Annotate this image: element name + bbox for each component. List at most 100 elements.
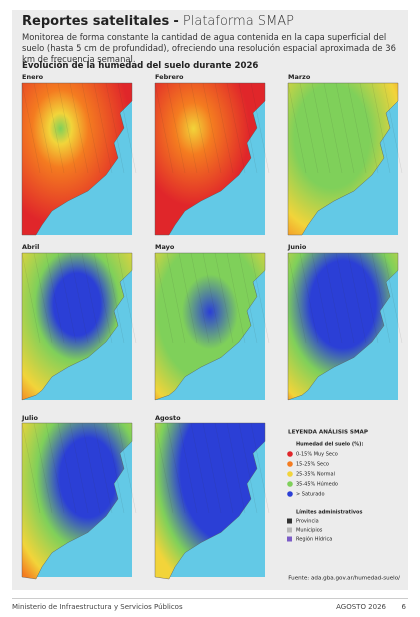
municipal-border	[178, 82, 198, 174]
municipal-border	[154, 422, 174, 514]
municipal-border	[69, 422, 89, 514]
municipal-border	[117, 82, 137, 174]
land	[21, 252, 133, 401]
municipal-border	[154, 82, 174, 174]
map-label: Agosto	[155, 414, 181, 422]
legend-label: 25-35% Normal	[296, 472, 335, 478]
map-label: Marzo	[288, 73, 311, 81]
legend-label: Región Hídrica	[296, 536, 332, 543]
municipal-border	[287, 82, 307, 174]
legend-swatch	[287, 518, 292, 524]
municipal-border	[178, 252, 198, 344]
municipal-border	[371, 82, 391, 174]
footer: Ministerio de Infraestructura y Servicio…	[12, 598, 408, 611]
municipal-border	[45, 82, 65, 174]
municipal-border	[238, 252, 258, 344]
legend-subtitle: Límites administrativos	[296, 509, 362, 516]
map-label: Mayo	[155, 243, 175, 251]
municipal-border	[287, 252, 307, 344]
municipal-border	[178, 422, 198, 514]
municipal-border	[226, 422, 246, 514]
legend-swatch	[287, 536, 292, 542]
municipal-border	[45, 252, 65, 344]
land	[21, 422, 133, 580]
municipal-border	[69, 252, 89, 344]
legend-swatch	[287, 451, 293, 457]
footer-page: 6	[401, 603, 406, 611]
source: Fuente: ada.gba.gov.ar/humedad-suelo/	[288, 576, 400, 582]
municipal-border	[383, 252, 403, 344]
municipal-border	[226, 252, 246, 344]
municipal-border	[214, 82, 234, 174]
municipal-border	[81, 422, 101, 514]
municipal-border	[214, 422, 234, 514]
legend-swatch	[287, 471, 293, 477]
municipal-border	[69, 82, 89, 174]
municipal-border	[299, 82, 319, 174]
municipal-border	[371, 252, 391, 344]
municipal-border	[299, 252, 319, 344]
municipal-border	[214, 252, 234, 344]
map-label: Junio	[287, 243, 307, 251]
land	[21, 82, 133, 236]
municipal-border	[202, 422, 222, 514]
municipal-border	[250, 82, 270, 174]
municipal-border	[33, 252, 53, 344]
municipal-border	[250, 422, 270, 514]
title: Reportes satelitales - Plataforma SMAP	[22, 14, 294, 29]
municipal-border	[93, 252, 113, 344]
municipal-border	[45, 422, 65, 514]
municipal-border	[359, 252, 379, 344]
municipal-border	[190, 82, 210, 174]
municipal-border	[347, 252, 367, 344]
legend-label: Provincia	[296, 519, 319, 525]
legend-label: 35-45% Húmedo	[296, 481, 338, 488]
municipal-border	[21, 82, 41, 174]
municipal-border	[21, 422, 41, 514]
legend-label: Municipios	[296, 528, 323, 534]
legend-label: > Saturado	[296, 492, 325, 498]
municipal-border	[359, 82, 379, 174]
municipal-border	[238, 422, 258, 514]
municipal-border	[117, 422, 137, 514]
map-label: Abril	[22, 243, 39, 251]
municipal-border	[250, 252, 270, 344]
municipal-border	[166, 422, 186, 514]
municipal-border	[105, 82, 125, 174]
municipal-border	[202, 252, 222, 344]
title-platform: Plataforma SMAP	[182, 14, 295, 29]
title-separator: -	[173, 14, 179, 29]
municipal-border	[311, 252, 331, 344]
municipal-border	[21, 252, 41, 344]
legend-label: 0-15% Muy Seco	[296, 452, 338, 458]
municipal-border	[57, 422, 77, 514]
municipal-border	[93, 422, 113, 514]
land	[154, 82, 266, 236]
municipal-border	[335, 82, 355, 174]
title-main: Reportes satelitales	[22, 14, 170, 29]
municipal-border	[383, 82, 403, 174]
municipal-border	[311, 82, 331, 174]
municipal-border	[117, 252, 137, 344]
municipal-border	[81, 82, 101, 174]
land	[287, 82, 399, 236]
municipal-border	[57, 82, 77, 174]
municipal-border	[202, 82, 222, 174]
municipal-border	[323, 82, 343, 174]
municipal-border	[226, 82, 246, 174]
map-label: Febrero	[155, 73, 184, 81]
municipal-border	[335, 252, 355, 344]
municipal-border	[347, 82, 367, 174]
municipal-border	[166, 252, 186, 344]
map-label: Julio	[21, 414, 39, 422]
footer-date: AGOSTO 2026	[336, 603, 386, 611]
legend-label: 15-25% Seco	[296, 462, 329, 468]
map-label: Enero	[22, 73, 44, 81]
municipal-border	[323, 252, 343, 344]
municipal-border	[166, 82, 186, 174]
municipal-border	[81, 252, 101, 344]
municipal-border	[57, 252, 77, 344]
legend-swatch	[287, 527, 292, 533]
